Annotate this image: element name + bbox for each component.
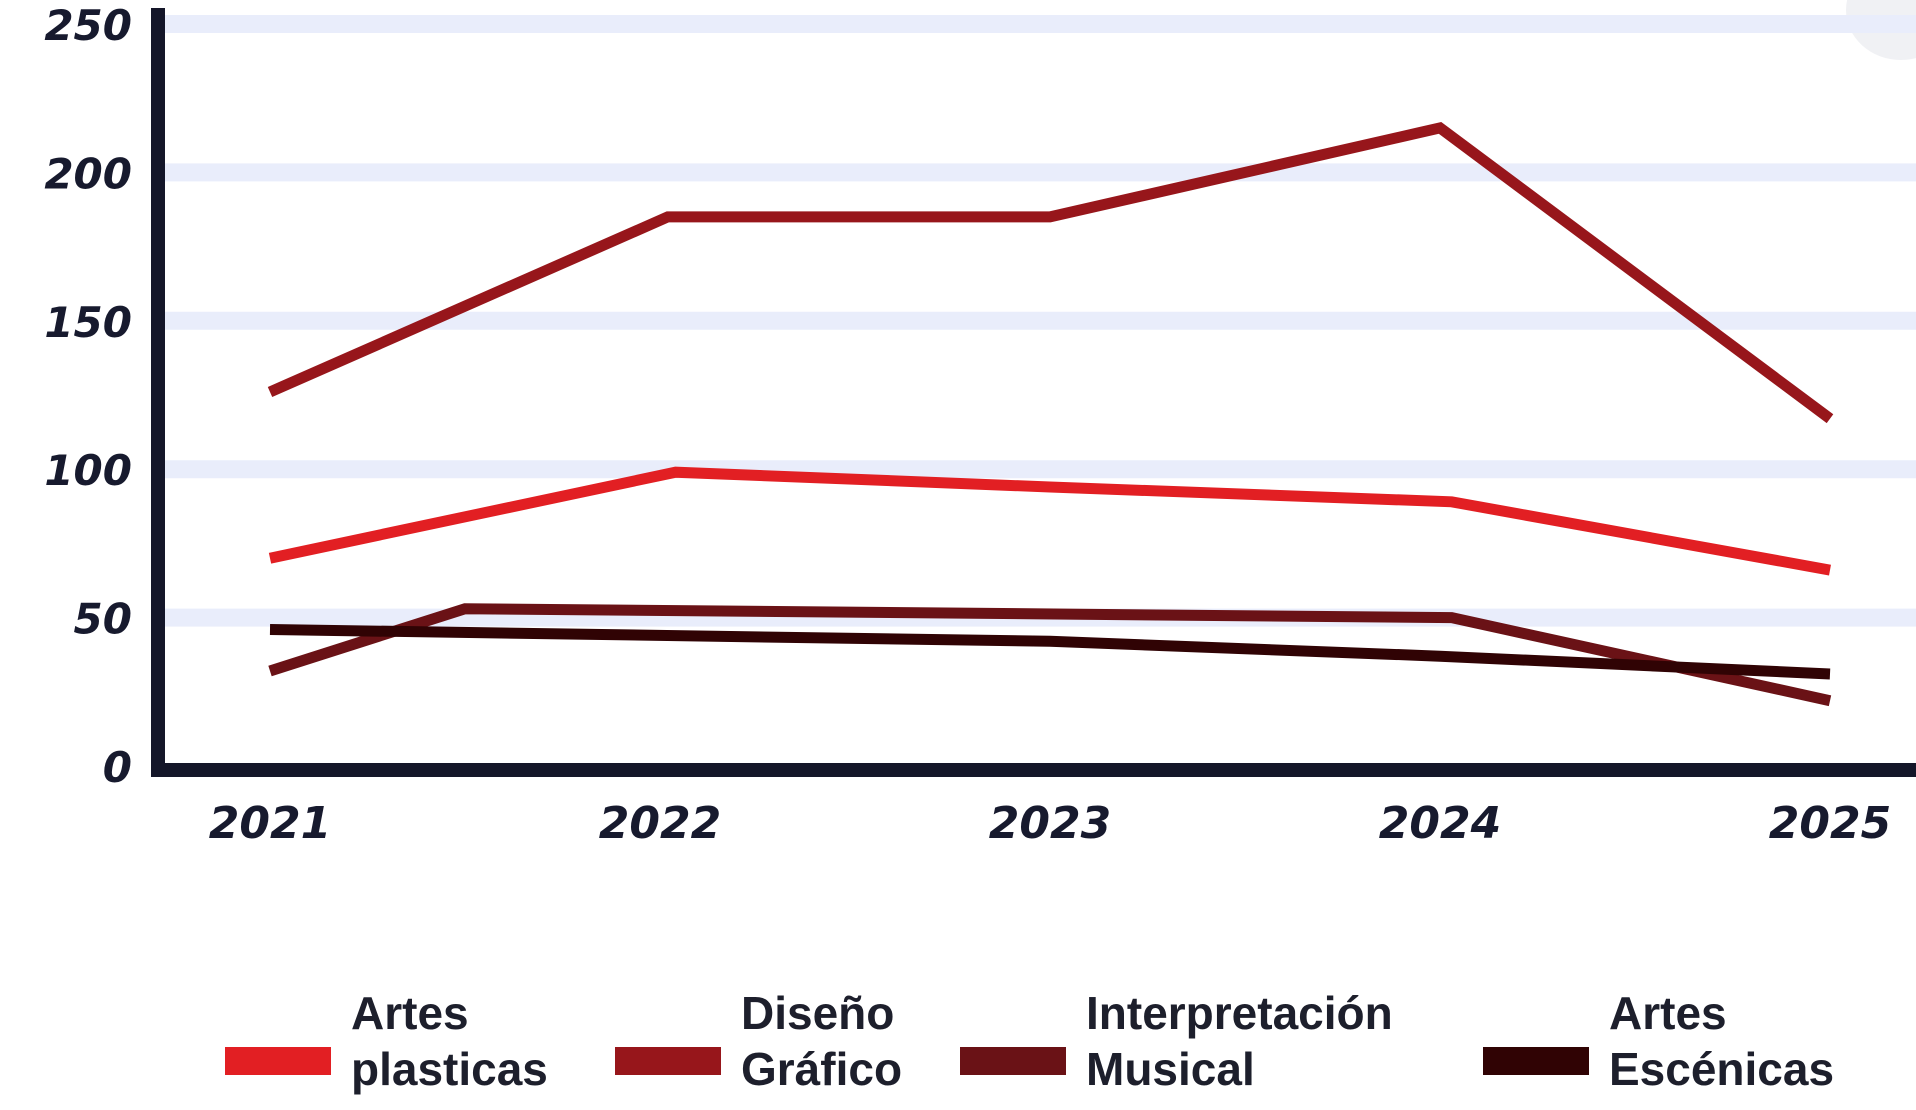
y-tick-100: 100 — [44, 446, 132, 495]
y-tick-labels: 0 50 100 150 200 250 — [44, 1, 132, 792]
legend-swatch-2 — [615, 1047, 721, 1075]
legend-label-3: Interpretación Musical — [1086, 987, 1393, 1095]
series-line-2 — [267, 121, 1834, 424]
x-tick-2023: 2023 — [989, 798, 1111, 849]
legend-swatch-3 — [960, 1047, 1066, 1075]
x-tick-2024: 2024 — [1379, 798, 1501, 849]
series-line-4 — [269, 624, 1831, 680]
legend: Artes plasticas Diseño Gráfico Interpretac… — [0, 985, 1916, 1110]
y-tick-200: 200 — [44, 149, 132, 198]
series-line-1 — [268, 466, 1831, 576]
x-tick-2021: 2021 — [209, 798, 331, 849]
legend-swatch-1 — [225, 1047, 331, 1075]
series-line-3 — [268, 603, 1832, 707]
gridlines — [165, 15, 1916, 627]
legend-label-2: Diseño Gráfico — [741, 987, 903, 1095]
legend-swatch-4 — [1483, 1047, 1589, 1075]
y-tick-150: 150 — [44, 298, 132, 347]
x-tick-labels: 2021 2022 2023 2024 2025 — [209, 798, 1891, 849]
legend-label-4: Artes Escénicas — [1609, 987, 1835, 1095]
x-tick-2022: 2022 — [599, 798, 721, 849]
y-tick-50: 50 — [74, 595, 132, 644]
x-tick-2025: 2025 — [1769, 798, 1891, 849]
axes — [151, 8, 1916, 777]
line-chart: 0 50 100 150 200 250 2021 2022 2023 2024 2025 — [44, 1, 1916, 849]
legend-label-1: Artes plasticas — [351, 987, 548, 1095]
y-tick-0: 0 — [103, 743, 132, 792]
y-tick-250: 250 — [44, 1, 132, 50]
series-lines — [267, 121, 1834, 707]
